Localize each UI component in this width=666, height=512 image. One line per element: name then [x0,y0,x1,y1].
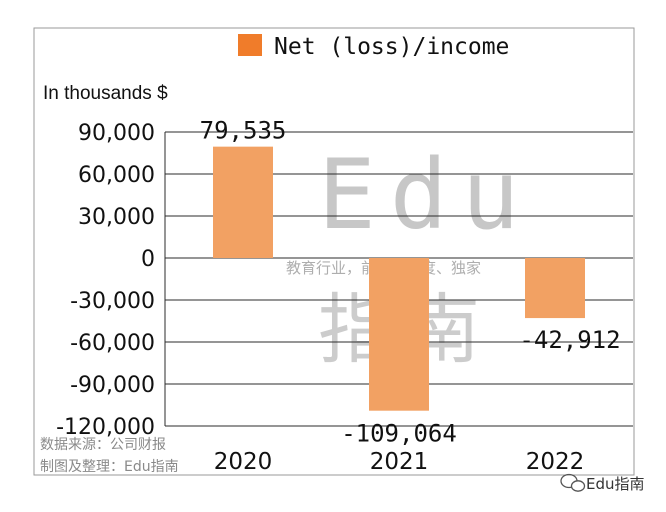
source-line-1: 数据来源：公司财报 [40,437,166,453]
y-tick-label: -90,000 [70,373,155,398]
data-label-2022: -42,912 [519,326,620,354]
x-tick-label: 2022 [526,449,585,475]
y-tick-label: 90,000 [78,121,155,146]
wechat-icon [560,473,586,492]
chart-frame [33,27,635,476]
source-line-2: 制图及整理：Edu指南 [40,459,179,475]
bar-2021 [369,258,429,411]
y-tick-label: 0 [141,247,155,272]
brand-label: Edu指南 [586,475,645,493]
x-tick-label: 2020 [214,449,273,475]
y-tick-label: 30,000 [78,205,155,230]
category-layer: 2020 2021 2022 [214,449,585,475]
y-tick-label: -120,000 [56,415,155,440]
y-tick-label: -60,000 [70,331,155,356]
y-tick-label: -30,000 [70,289,155,314]
bar-2022 [525,258,585,319]
watermark-edu: Edu [318,139,533,251]
y-axis-unit-label: In thousands $ [43,83,168,104]
data-label-2021: -109,064 [341,420,457,448]
bar-2020 [213,146,273,258]
y-tick-layer: 90,000 60,000 30,000 0 -30,000 -60,000 -90,000… [56,121,155,440]
legend-label: Net (loss)/income [274,34,509,60]
bar-layer [213,146,585,411]
legend-swatch [238,34,262,56]
legend: Net (loss)/income [238,34,509,60]
y-tick-label: 60,000 [78,163,155,188]
brand-badge: Edu指南 [560,473,645,493]
data-label-2020: 79,535 [200,117,287,145]
data-label-layer: 79,535 -109,064 -42,912 [200,117,621,448]
x-tick-label: 2021 [370,449,429,475]
